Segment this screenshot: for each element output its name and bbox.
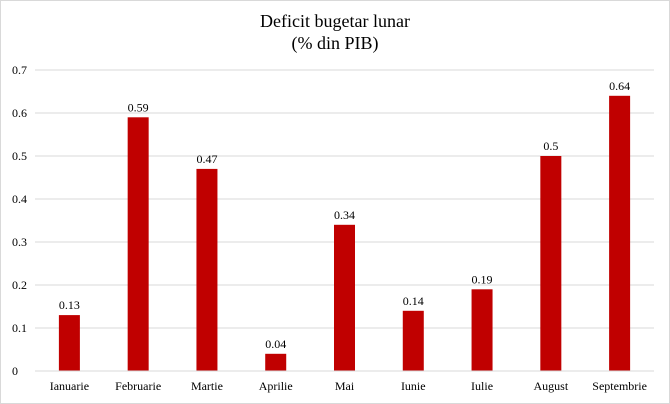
data-label: 0.14 <box>403 294 424 308</box>
x-category-label: Iunie <box>401 379 426 393</box>
bar-iulie <box>471 289 493 371</box>
bar-mai <box>334 224 355 371</box>
chart-title: Deficit bugetar lunar (% din PIB) <box>0 10 670 54</box>
x-category-label: Martie <box>191 379 223 393</box>
x-category-label: Februarie <box>115 379 161 393</box>
data-label: 0.34 <box>334 208 355 222</box>
y-tick-label: 0.4 <box>12 192 27 206</box>
x-category-label: Mai <box>335 379 355 393</box>
data-label: 0.5 <box>543 139 558 153</box>
data-label: 0.13 <box>59 298 80 312</box>
data-label: 0.04 <box>265 337 286 351</box>
x-axis-category-labels: Ianuarie Februarie Martie Aprilie Mai Iunie Iu… <box>50 379 647 393</box>
bars <box>58 95 631 372</box>
y-tick-label: 0.2 <box>12 278 27 292</box>
data-label: 0.19 <box>472 272 493 286</box>
data-label: 0.64 <box>609 79 630 93</box>
y-tick-label: 0.7 <box>12 63 27 77</box>
y-tick-label: 0 <box>12 364 18 378</box>
bar-ianuarie <box>58 315 80 371</box>
y-axis-tick-labels: 0 0.1 0.2 0.3 0.4 0.5 0.6 0.7 <box>12 63 27 378</box>
bar-februarie <box>127 117 149 371</box>
bar-aprilie <box>265 353 287 371</box>
data-label: 0.59 <box>128 100 149 114</box>
data-label: 0.47 <box>196 152 217 166</box>
x-category-label: Ianuarie <box>50 379 89 393</box>
bar-august <box>540 156 562 371</box>
bar-martie <box>196 168 218 371</box>
x-category-label: Aprilie <box>259 379 293 393</box>
x-category-label: Iulie <box>471 379 493 393</box>
bar-septembrie <box>609 95 631 372</box>
x-category-label: Septembrie <box>592 379 647 393</box>
chart-subtitle-line: (% din PIB) <box>291 33 379 53</box>
data-labels: 0.13 0.59 0.47 0.04 0.34 0.14 0.19 0.5 0.64 <box>59 79 630 351</box>
y-tick-label: 0.5 <box>12 149 27 163</box>
y-tick-label: 0.6 <box>12 106 27 120</box>
bar-iunie <box>402 310 424 371</box>
y-tick-label: 0.3 <box>12 235 27 249</box>
y-tick-label: 0.1 <box>12 321 27 335</box>
x-category-label: August <box>533 379 568 393</box>
chart-title-line: Deficit bugetar lunar <box>260 11 410 31</box>
